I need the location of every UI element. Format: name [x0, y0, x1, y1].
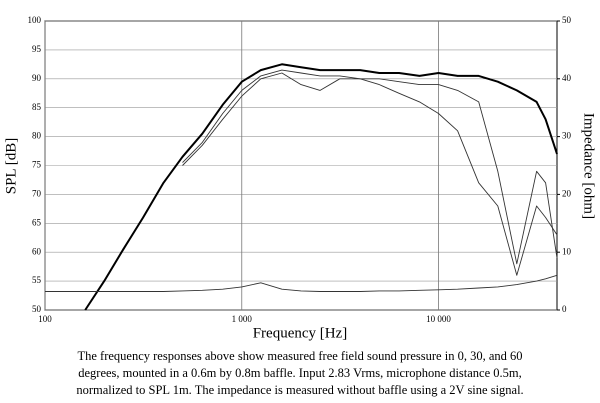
y-tick-label: 60	[32, 246, 42, 256]
y2-axis-label: Impedance [ohm]	[581, 113, 597, 219]
series-line	[45, 274, 558, 292]
y-axis-label: SPL [dB]	[3, 138, 19, 195]
series-line	[182, 69, 558, 265]
y-tick-label: 85	[32, 102, 42, 112]
x-tick-label: 10 000	[426, 314, 451, 324]
y-tick-label: 95	[32, 44, 42, 54]
y-tick-label: 75	[32, 160, 42, 170]
y2-tick-label: 0	[562, 304, 567, 314]
y-tick-label: 100	[28, 15, 42, 25]
y2-tick-label: 20	[562, 188, 572, 198]
y-tick-label: 80	[32, 131, 42, 141]
series-line	[84, 63, 558, 311]
x-axis-label: Frequency [Hz]	[253, 325, 348, 341]
caption-line: normalized to SPL 1m. The impedance is m…	[76, 383, 523, 397]
y2-tick-label: 30	[562, 131, 572, 141]
caption-line: degrees, mounted in a 0.6m by 0.8m baffl…	[78, 366, 522, 380]
y-tick-label: 50	[32, 304, 42, 314]
caption-line: The frequency responses above show measu…	[77, 349, 522, 363]
x-tick-label: 100	[38, 314, 52, 324]
y-tick-label: 70	[32, 188, 42, 198]
y-tick-label: 65	[32, 217, 42, 227]
y2-tick-label: 50	[562, 15, 572, 25]
y2-tick-label: 40	[562, 73, 572, 83]
series-line	[182, 72, 558, 276]
y-tick-label: 55	[32, 275, 42, 285]
y2-tick-label: 10	[562, 246, 572, 256]
x-tick-label: 1 000	[232, 314, 253, 324]
y-tick-label: 90	[32, 73, 42, 83]
